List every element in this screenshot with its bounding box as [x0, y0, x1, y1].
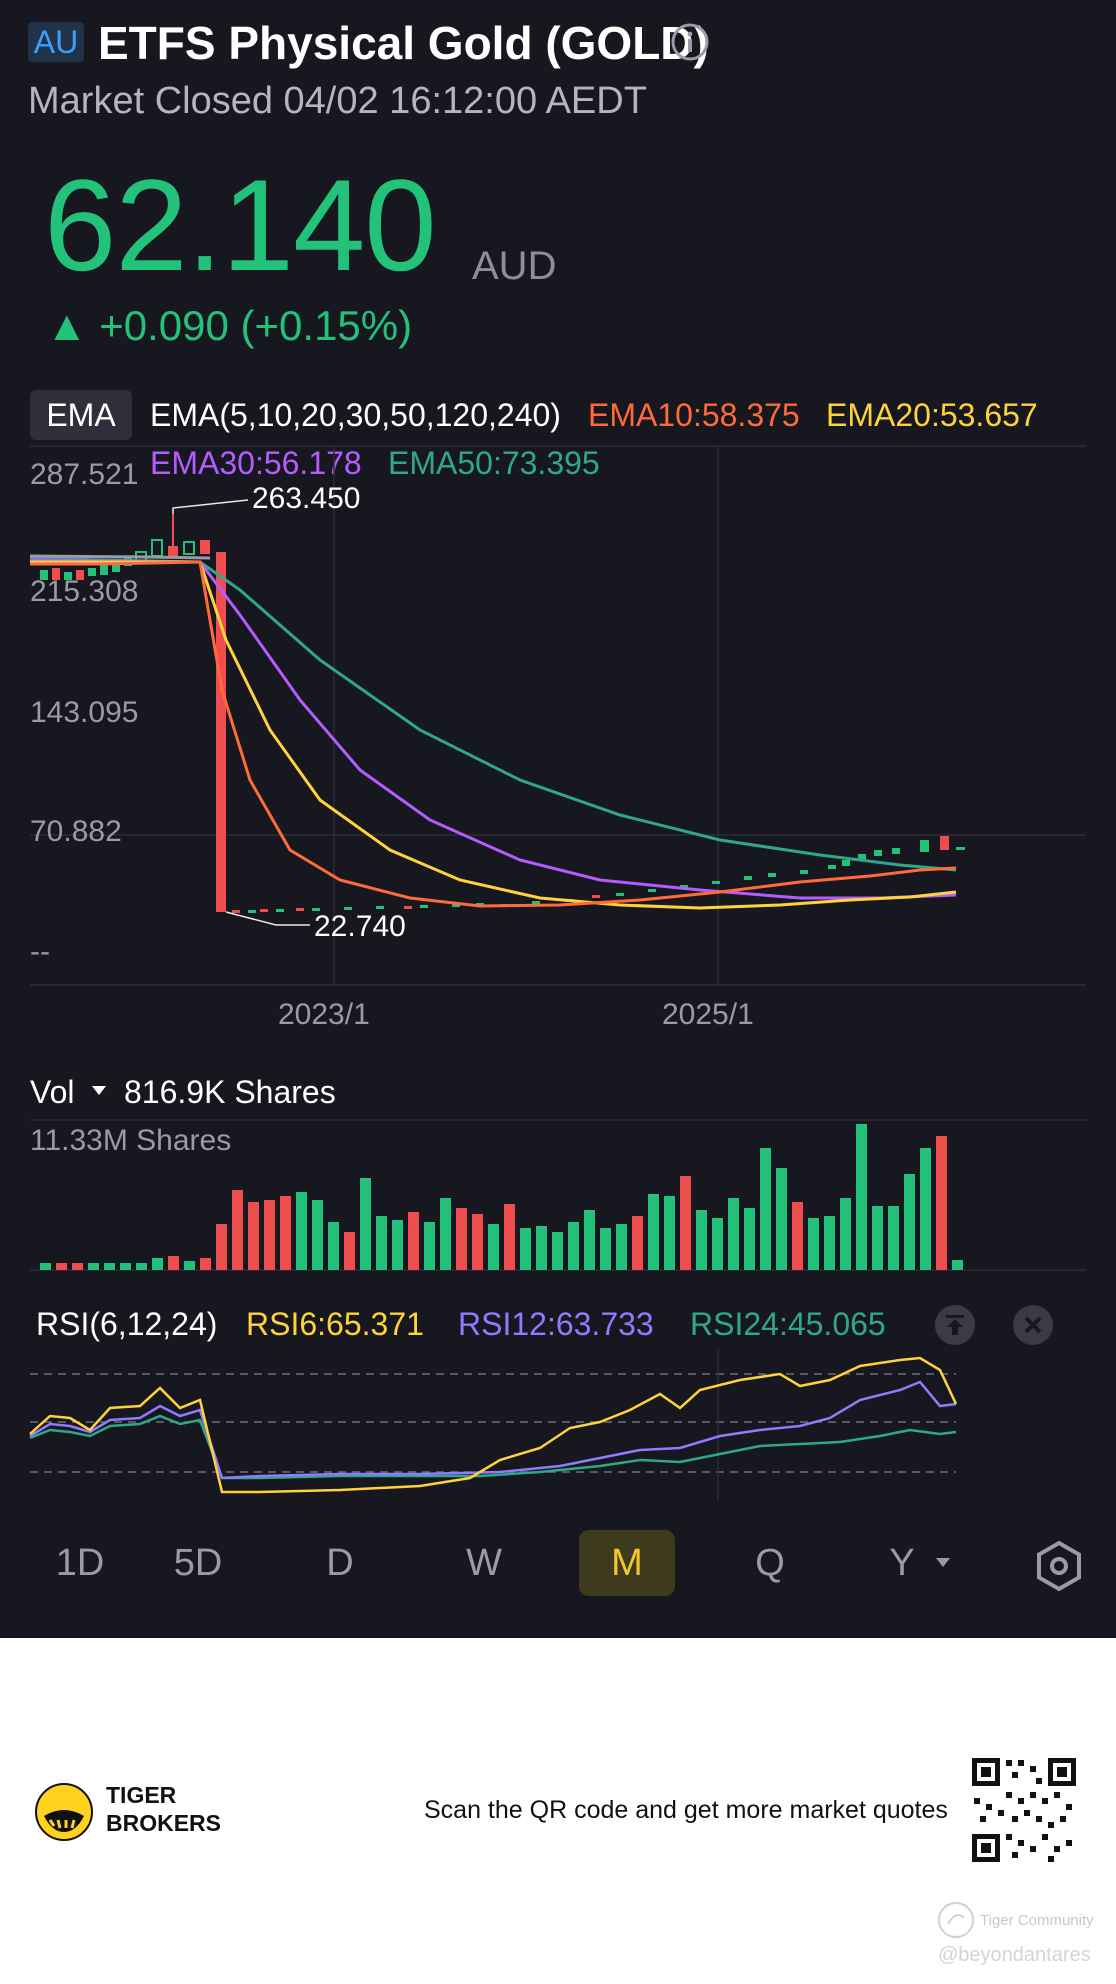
tab-y[interactable]: Y [889, 1542, 915, 1584]
tab-q[interactable]: Q [755, 1542, 785, 1584]
brand-line1: TIGER [106, 1782, 177, 1808]
close-icon[interactable] [1012, 1304, 1054, 1351]
high-leader [172, 499, 249, 514]
rsi24-value: RSI24:45.065 [690, 1306, 886, 1342]
volume-max-label: 11.33M Shares [30, 1124, 232, 1157]
volume-label[interactable]: Vol [30, 1074, 75, 1110]
rsi24-line [29, 1414, 957, 1480]
caret-down-icon[interactable] [90, 1084, 108, 1103]
rsi12-line [29, 1380, 957, 1480]
ema50-value: EMA50:73.395 [388, 445, 600, 481]
market-badge: AU [28, 22, 84, 62]
y-tick-3: 143.095 [30, 696, 139, 729]
rsi-guides [30, 1373, 956, 1473]
ema20-line [30, 560, 957, 910]
settings-icon[interactable] [1034, 1540, 1084, 1597]
watermark-user: @beyondantares [938, 1944, 1091, 1966]
ema50-line [29, 556, 957, 872]
stock-title: ETFS Physical Gold (GOLD) [98, 17, 709, 69]
last-price: 62.140 [44, 152, 437, 298]
rsi6-line [29, 1356, 958, 1494]
currency-label: AUD [472, 244, 557, 288]
tab-w[interactable]: W [466, 1542, 502, 1584]
rsi6-value: RSI6:65.371 [246, 1306, 424, 1342]
ema20-value: EMA20:53.657 [826, 397, 1038, 433]
volume-current: 816.9K Shares [124, 1074, 336, 1110]
rsi12-value: RSI12:63.733 [458, 1306, 654, 1342]
tab-d[interactable]: D [326, 1542, 354, 1584]
high-label: 263.450 [252, 482, 361, 515]
tiger-logo [34, 1782, 94, 1847]
rsi-params: RSI(6,12,24) [36, 1306, 218, 1342]
qr-cta: Scan the QR code and get more market quo… [424, 1796, 948, 1824]
low-leader [225, 911, 310, 926]
community-logo [936, 1900, 976, 1945]
volume-chart [30, 1119, 1086, 1271]
x-tick-2025: 2025/1 [662, 998, 754, 1031]
y-tick-4: 70.882 [30, 815, 122, 848]
tab-5d[interactable]: 5D [173, 1542, 223, 1584]
ema-long-line [29, 554, 211, 560]
ema10-value: EMA10:58.375 [588, 397, 800, 433]
x-tick-2023: 2023/1 [278, 998, 370, 1031]
brand-line2: BROKERS [106, 1810, 222, 1836]
qr-code [970, 1756, 1078, 1864]
ema-params: EMA(5,10,20,30,50,120,240) [150, 397, 561, 433]
ema10-line [30, 560, 957, 908]
low-label: 22.740 [314, 910, 406, 943]
y-tick-2: 215.308 [30, 575, 139, 608]
indicator-selector-button[interactable]: EMA [30, 390, 132, 440]
info-icon[interactable] [670, 22, 710, 67]
y-tick-5: -- [30, 935, 50, 968]
ema30-line [29, 558, 957, 900]
tab-1d[interactable]: 1D [55, 1542, 105, 1584]
price-change: ▲ +0.090 (+0.15%) [46, 302, 413, 349]
watermark-community: Tiger Community [980, 1912, 1094, 1929]
volume-bars [40, 1124, 963, 1270]
rsi-chart [29, 1350, 958, 1500]
y-tick-1: 287.521 [30, 458, 139, 491]
caret-down-icon[interactable] [934, 1556, 952, 1575]
price-gridlines [30, 445, 1086, 986]
pin-top-icon[interactable] [934, 1304, 976, 1351]
ema30-value: EMA30:56.178 [150, 445, 362, 481]
price-chart[interactable] [0, 440, 1116, 1040]
tab-m[interactable]: M [579, 1530, 675, 1596]
market-status: Market Closed 04/02 16:12:00 AEDT [28, 80, 647, 122]
